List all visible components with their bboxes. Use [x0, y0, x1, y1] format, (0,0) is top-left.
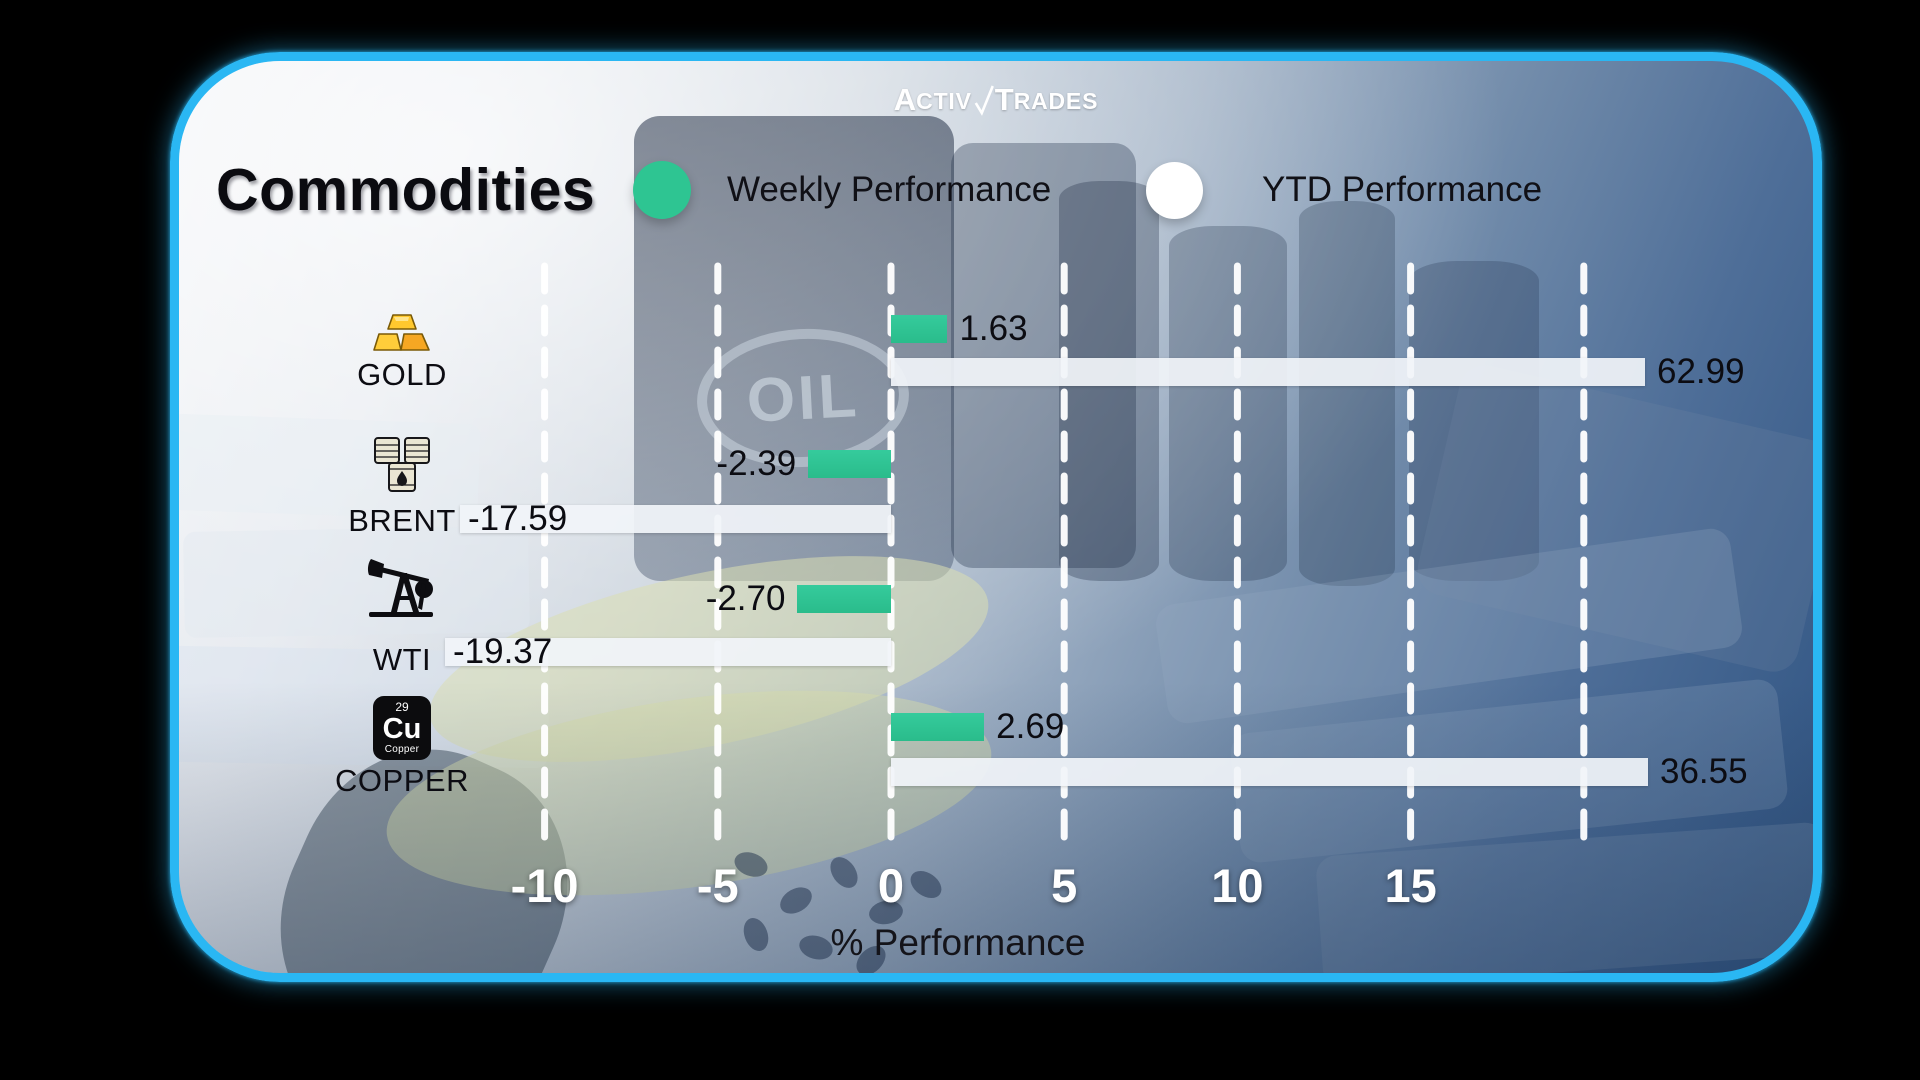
x-axis-tick-label: 5	[1051, 859, 1078, 912]
x-axis-tick-label: 15	[1384, 859, 1437, 912]
commodity-label: BRENT	[348, 503, 456, 538]
logo-check-icon	[974, 85, 994, 116]
copper-atomic-number: 29	[395, 700, 409, 714]
logo-part1-initial: A	[893, 82, 917, 117]
card-background: OIL	[170, 52, 1822, 982]
x-axis-tick-label: -10	[510, 859, 579, 912]
weekly-bar	[797, 585, 891, 613]
commodity-label: GOLD	[357, 357, 447, 392]
weekly-legend-label: Weekly Performance	[727, 170, 1052, 209]
weekly-bar	[891, 315, 948, 343]
ytd-value: -19.37	[453, 632, 553, 671]
oil-barrels-icon-slot	[372, 434, 432, 494]
ytd-bar	[445, 638, 891, 666]
x-axis-title: % Performance	[830, 922, 1086, 963]
logo-part2-rest: RADES	[1013, 88, 1099, 114]
ytd-value: 62.99	[1657, 352, 1745, 391]
logo-part2-initial: T	[994, 82, 1014, 117]
ytd-legend-dot	[1146, 162, 1203, 219]
x-axis-tick-label: -5	[696, 859, 739, 912]
logo-part1-rest: CTIV	[916, 88, 972, 114]
x-axis-tick-label: 0	[877, 859, 905, 912]
weekly-bar	[891, 713, 985, 741]
oil-barrels-icon	[374, 437, 430, 492]
oil-pump-icon-slot	[367, 556, 437, 618]
x-axis-tick-label: 10	[1211, 859, 1264, 912]
commodity-label: COPPER	[335, 763, 469, 798]
weekly-legend-dot	[633, 161, 691, 219]
oil-pump-icon	[367, 559, 433, 617]
ytd-value: -17.59	[468, 499, 568, 538]
copper-name: Copper	[384, 744, 420, 755]
ytd-legend-label: YTD Performance	[1262, 170, 1543, 209]
weekly-value: 1.63	[959, 309, 1028, 348]
ytd-bar	[891, 358, 1645, 386]
ytd-value: 36.55	[1660, 752, 1748, 791]
page-title: Commodities	[216, 157, 596, 223]
activtrades-logo: A CTIV T RADES	[893, 82, 1099, 117]
copper-element-icon: 29 Cu Copper	[373, 696, 431, 760]
copper-symbol: Cu	[382, 713, 422, 745]
weekly-bar	[808, 450, 891, 478]
ytd-bar	[460, 505, 891, 533]
weekly-value: 2.69	[996, 707, 1065, 746]
gold-bars-icon	[373, 314, 430, 351]
copper-element-icon-slot: 29 Cu Copper	[373, 696, 431, 760]
gold-bars-icon-slot	[373, 310, 431, 356]
ytd-bar	[891, 758, 1648, 786]
weekly-value: -2.39	[716, 444, 797, 483]
commodity-label: WTI	[372, 642, 432, 677]
